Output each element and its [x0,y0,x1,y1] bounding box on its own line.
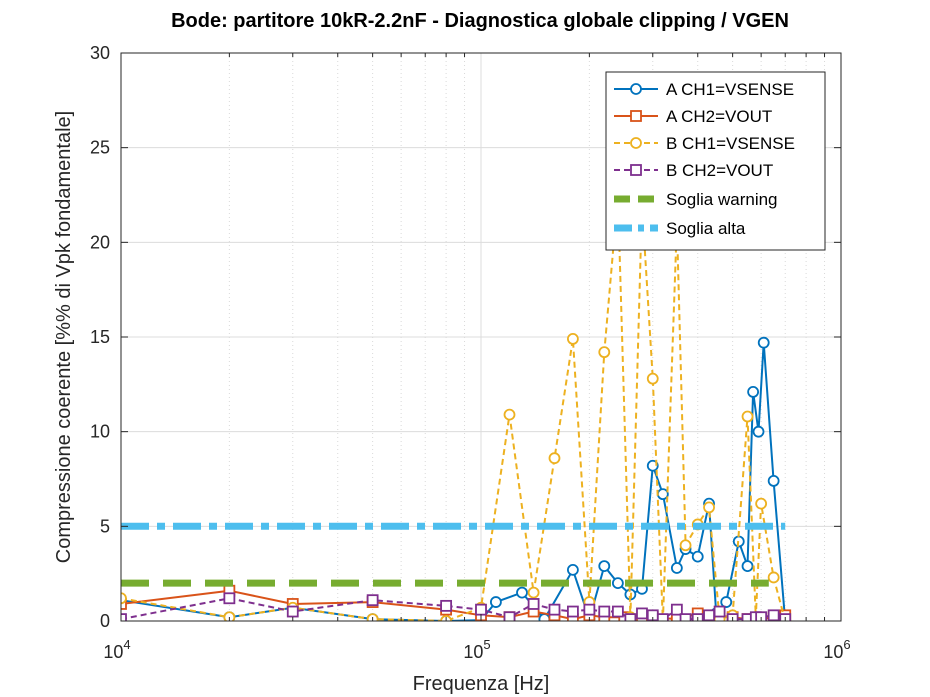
x-tick-label: 106 [823,637,850,662]
y-tick-label: 5 [100,516,110,536]
y-tick-label: 0 [100,611,110,631]
data-point [767,571,780,584]
legend-box [605,71,826,251]
data-point [741,410,754,423]
data-point [767,609,780,621]
y-tick-label: 25 [90,138,110,158]
x-tick-label: 104 [103,637,130,662]
data-point [713,605,726,618]
data-point [747,386,760,398]
chart-title: Bode: partitore 10kR-2.2nF - Diagnostica… [171,10,789,32]
data-point [679,539,692,552]
y-tick-label: 15 [90,327,110,347]
data-point [755,497,768,510]
data-point [223,611,236,621]
data-point [538,613,551,621]
data-point [121,598,127,610]
data-point [720,596,733,608]
data-point [527,598,540,610]
data-point [598,560,611,572]
data-point [548,452,561,465]
legend-entry: Soglia warning [666,190,778,209]
data-point [121,592,127,605]
data-point [583,603,596,616]
data-point [503,408,516,421]
data-point [679,613,692,621]
data-point [503,611,516,621]
data-point [286,605,299,618]
data-point [646,459,659,472]
legend-marker [630,110,642,122]
y-axis-label: Compressione coerente [%% di Vpk fondame… [53,111,75,563]
legend-entry: A CH2=VOUT [666,107,772,126]
data-point [548,603,561,616]
legend-entry: B CH2=VOUT [666,161,773,180]
data-point [670,562,683,574]
legend-entry: B CH1=VSENSE [666,134,795,153]
y-tick-label: 20 [90,232,110,252]
data-point [656,613,669,621]
data-point [703,609,715,621]
data-point [691,550,704,563]
data-point [566,563,579,576]
series-line [121,597,786,621]
data-point [490,596,502,608]
series-line [121,194,787,621]
data-point [670,603,683,616]
data-point [440,599,453,612]
y-tick-label: 30 [90,43,110,63]
data-point [516,586,528,599]
data-point [646,372,659,385]
data-point [611,577,624,590]
legend: A CH1=VSENSE A CH2=VOUT B CH1=VSENSE B CH2=… [605,71,826,251]
data-point [598,605,611,618]
data-point [767,474,780,487]
data-point [366,594,379,607]
data-point [752,425,765,438]
legend-entry: A CH1=VSENSE [666,80,794,99]
x-tick-label: 105 [463,637,490,662]
data-point [755,611,768,621]
legend-marker [630,137,642,149]
data-point [624,613,637,621]
data-point [475,603,487,616]
data-point [527,586,540,599]
legend-marker [630,164,642,176]
data-point [566,605,579,618]
data-point [741,560,754,572]
legend-entry: Soglia alta [666,219,746,238]
data-point [757,336,770,349]
x-axis-label: Frequenza [Hz] [413,673,550,695]
data-point [611,605,624,618]
ticks: 104 105 106 0 5 10 15 20 25 30 [90,43,851,662]
data-point [598,346,611,359]
data-point [566,332,579,345]
data-point [121,613,127,621]
y-tick-label: 10 [90,422,110,442]
data-point [636,607,648,620]
legend-marker [630,83,642,95]
data-point [703,501,715,514]
data-point [223,592,236,605]
